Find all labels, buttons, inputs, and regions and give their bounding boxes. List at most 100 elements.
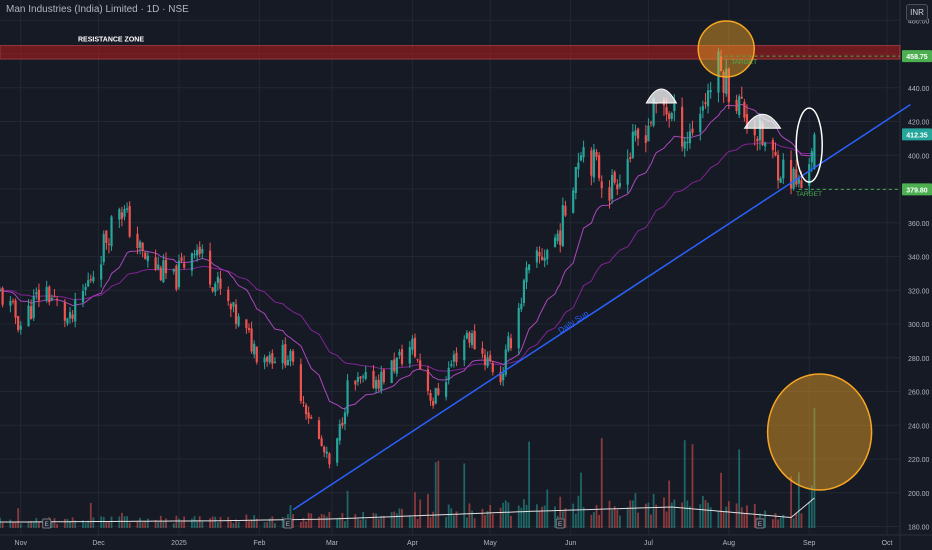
candle-body [611, 175, 614, 199]
volume-bar [455, 511, 458, 528]
trendline-label: Daily Sup [557, 309, 591, 336]
volume-bar [595, 505, 598, 528]
volume-bar [502, 502, 505, 528]
volume-bar [263, 522, 266, 528]
volume-bar [709, 507, 712, 528]
volume-bar [211, 516, 214, 528]
volume-bar [292, 514, 294, 528]
candle-body [245, 319, 248, 329]
volume-bar [634, 493, 637, 528]
volume-bar [777, 519, 779, 528]
earnings-marker [42, 518, 52, 529]
candle-body [32, 296, 35, 319]
candle-body [237, 316, 240, 326]
volume-bar [593, 511, 595, 528]
x-tick-label: Oct [882, 540, 893, 547]
candle-body [310, 417, 313, 419]
volume-bar [250, 519, 253, 528]
volume-bar [141, 522, 144, 528]
volume-bar [546, 489, 549, 528]
price-label-box [902, 50, 932, 63]
candle-body [429, 392, 432, 401]
candle-body [764, 142, 767, 147]
volume-bar [665, 511, 668, 528]
volume-bar [647, 502, 650, 528]
candle-body [302, 402, 305, 404]
candle-body [53, 296, 56, 298]
volume-bar [631, 500, 634, 528]
volume-bar [813, 408, 816, 528]
volume-bar [398, 508, 401, 528]
candle-body [600, 181, 603, 189]
candle-body [374, 380, 378, 389]
volume-bar [128, 522, 131, 528]
volume-bar [523, 499, 525, 528]
volume-bar [84, 522, 87, 528]
candle-body [183, 263, 186, 268]
price-label-box [902, 128, 932, 141]
x-tick-label: Aug [723, 540, 736, 547]
candle-body [395, 357, 398, 374]
volume-bar [484, 515, 486, 528]
candle-body [688, 131, 692, 144]
volume-bar [123, 516, 126, 528]
volume-bar [525, 504, 528, 528]
volume-bar [108, 520, 110, 528]
x-tick-label: Apr [407, 540, 419, 547]
volume-bar [489, 504, 492, 528]
volume-bar [50, 522, 53, 528]
candle-body [616, 184, 619, 190]
volume-bar [237, 521, 240, 528]
candle-body [447, 367, 450, 381]
resistance-zone [0, 45, 901, 60]
candle-body [437, 388, 440, 395]
volume-bar [110, 516, 113, 528]
candle-body [55, 298, 59, 300]
candle-body [356, 377, 360, 382]
volume-bar [38, 521, 40, 528]
volume-bar [608, 500, 611, 528]
candle-body [758, 120, 762, 141]
volume-bar [722, 511, 725, 528]
candle-body [84, 286, 87, 290]
volume-bar [401, 508, 403, 528]
candle-body [419, 360, 422, 369]
candle-body [123, 208, 126, 217]
volume-bar [377, 518, 380, 528]
volume-bar [69, 520, 71, 528]
volume-bar [196, 521, 199, 528]
candle-body [709, 90, 712, 93]
volume-bar [520, 507, 523, 528]
y-tick-label: 180.00 [908, 525, 930, 532]
volume-bar [299, 521, 302, 528]
candle-body [63, 302, 66, 321]
candle-body [307, 412, 310, 419]
volume-bar [320, 514, 323, 528]
candle-body [745, 114, 749, 128]
volume-bar [471, 510, 473, 528]
candle-body [250, 328, 253, 352]
volume-bar [325, 516, 328, 528]
volume-bar [63, 518, 66, 528]
volume-bar [19, 523, 22, 528]
volume-bar [616, 509, 619, 528]
candle-body [561, 205, 564, 247]
volume-bar [12, 521, 14, 528]
candle-body [810, 151, 813, 163]
candle-body [789, 159, 793, 189]
candle-body [704, 102, 707, 105]
volume-bar [517, 505, 520, 528]
currency-button[interactable]: INR [906, 4, 928, 21]
volume-bar [691, 444, 694, 528]
volume-bar [701, 495, 704, 528]
candle-body [271, 353, 274, 364]
candle-body [564, 205, 567, 216]
candle-body [753, 127, 756, 136]
volume-bar [380, 515, 383, 528]
candle-body [771, 140, 775, 151]
candle-body [398, 351, 401, 356]
volume-bar [382, 515, 385, 528]
candle-body [284, 344, 287, 366]
candle-body [253, 343, 256, 355]
